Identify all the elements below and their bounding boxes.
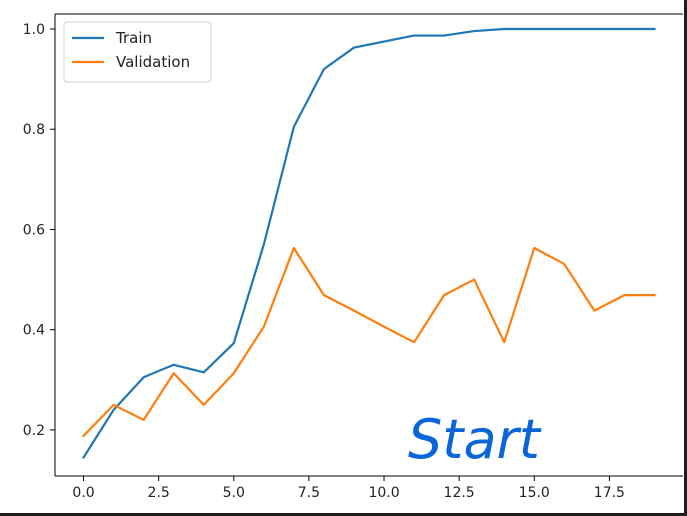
y-tick-label: 0.6	[23, 222, 45, 238]
x-tick-label: 0.0	[72, 485, 94, 501]
legend-label-train: Train	[115, 29, 152, 47]
x-tick-label: 12.5	[444, 485, 475, 501]
legend: Train Validation	[63, 21, 212, 83]
x-tick-label: 2.5	[148, 485, 170, 501]
x-tick-label: 7.5	[298, 485, 320, 501]
x-tick-label: 5.0	[223, 485, 245, 501]
x-tick-label: 10.0	[368, 485, 399, 501]
x-tick-label: 17.5	[594, 485, 625, 501]
start-annotation: Start	[408, 408, 542, 471]
axes-layer: 0.0 2.5 5.0 7.5 10.0 12.5 15.0 17.5 0.2 0.4 0.6 0.8…	[23, 13, 683, 501]
series-line-train	[82, 27, 656, 459]
y-tick-label: 0.2	[23, 423, 45, 439]
y-tick-label: 0.4	[23, 323, 45, 339]
plot-area	[55, 14, 683, 476]
x-tick-label: 15.0	[519, 485, 550, 501]
legend-label-validation: Validation	[116, 53, 190, 71]
y-tick-label: 1.0	[23, 22, 45, 38]
screen-edge-bottom	[0, 513, 687, 516]
series-line-validation	[81, 246, 656, 438]
screen-edge-right	[684, 0, 687, 516]
y-tick-label: 0.8	[23, 122, 45, 138]
series-layer	[81, 27, 656, 459]
